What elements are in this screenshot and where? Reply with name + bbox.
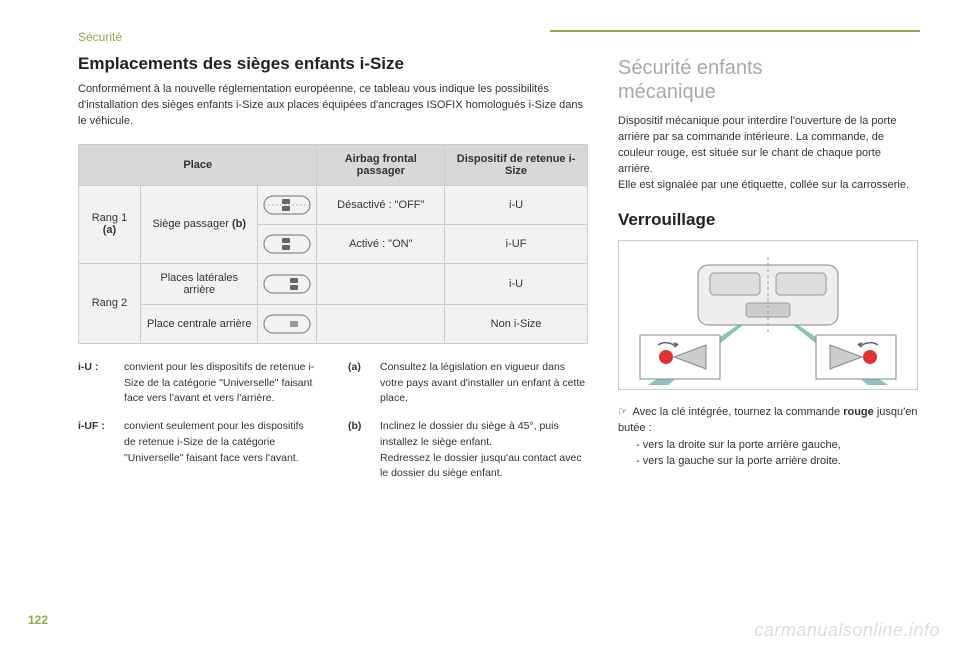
cell-empty xyxy=(317,263,445,304)
legend-key: (a) xyxy=(348,360,370,407)
legend-item-b: (b) Inclinez le dossier du siège à 45°, … xyxy=(348,419,588,482)
row1-col1-bold: (a) xyxy=(103,224,116,236)
car-seat-rear-sides-icon xyxy=(262,269,312,299)
right-column: Sécurité enfants mécanique Dispositif mé… xyxy=(618,54,918,494)
table-row: Rang 2 Places latérales arrière i-U xyxy=(79,263,588,304)
lock-instructions: ☞ Avec la clé intégrée, tournez la comma… xyxy=(618,404,918,470)
page-number: 122 xyxy=(28,613,48,627)
table-row: Place centrale arrière Non i-Size xyxy=(79,304,588,343)
table-row: Rang 1 (a) Siège passager (b) xyxy=(79,185,588,224)
car-seat-rear-center-icon xyxy=(262,309,312,339)
intro-text: Conformément à la nouvelle réglementatio… xyxy=(78,82,588,130)
cell-rang2: Rang 2 xyxy=(79,263,141,343)
row1-col2-bold: (b) xyxy=(232,218,246,230)
cell-siege-passager: Siège passager (b) xyxy=(140,185,258,263)
left-column: Emplacements des sièges enfants i-Size C… xyxy=(78,54,588,494)
cell-car-icon xyxy=(258,263,317,304)
instr-li2: vers la gauche sur la porte arrière droi… xyxy=(636,453,918,470)
pointer-icon: ☞ xyxy=(618,404,630,421)
legend-text: Consultez la législation en vigueur dans… xyxy=(380,360,588,407)
legend-key: i-UF : xyxy=(78,419,114,466)
row1-col2-prefix: Siège passager xyxy=(152,218,232,230)
cell-car-icon xyxy=(258,224,317,263)
instr-lead-bold: rouge xyxy=(843,406,874,418)
cell-device-iuf: i-UF xyxy=(445,224,588,263)
cell-car-icon xyxy=(258,185,317,224)
legend-item-a: (a) Consultez la législation en vigueur … xyxy=(348,360,588,407)
legend-key: i-U : xyxy=(78,360,114,407)
legend-text: Inclinez le dossier du siège à 45°, puis… xyxy=(380,419,588,482)
car-seat-front-icon xyxy=(262,190,312,220)
legend-key: (b) xyxy=(348,419,370,482)
isize-table: Place Airbag frontal passager Dispositif… xyxy=(78,144,588,344)
lock-diagram xyxy=(618,240,918,390)
watermark: carmanualsonline.info xyxy=(754,620,940,641)
row1-col1-prefix: Rang 1 xyxy=(92,212,127,224)
instr-li1: vers la droite sur la porte arrière gauc… xyxy=(636,437,918,454)
main-heading: Emplacements des sièges enfants i-Size xyxy=(78,54,588,74)
car-rear-lock-diagram-icon xyxy=(628,245,908,385)
cell-device-non-isize: Non i-Size xyxy=(445,304,588,343)
legend-text: convient seulement pour les dispositifs … xyxy=(124,419,318,466)
cell-empty xyxy=(317,304,445,343)
cell-airbag-off: Désactivé : "OFF" xyxy=(317,185,445,224)
cell-rang1: Rang 1 (a) xyxy=(79,185,141,263)
legend-col-right: (a) Consultez la législation en vigueur … xyxy=(348,360,588,494)
legend-item-iuf: i-UF : convient seulement pour les dispo… xyxy=(78,419,318,466)
cell-places-laterales: Places latérales arrière xyxy=(140,263,258,304)
legend-item-iu: i-U : convient pour les dispositifs de r… xyxy=(78,360,318,407)
th-airbag: Airbag frontal passager xyxy=(317,144,445,185)
side-body: Dispositif mécanique pour interdire l'ou… xyxy=(618,114,918,194)
legend: i-U : convient pour les dispositifs de r… xyxy=(78,360,588,494)
th-device: Dispositif de retenue i-Size xyxy=(445,144,588,185)
cell-car-icon xyxy=(258,304,317,343)
sub-heading: Verrouillage xyxy=(618,210,918,230)
cell-device-iu2: i-U xyxy=(445,263,588,304)
cell-airbag-on: Activé : "ON" xyxy=(317,224,445,263)
car-seat-front-icon xyxy=(262,229,312,259)
side-heading: Sécurité enfants mécanique xyxy=(618,56,918,104)
instr-lead-pre: Avec la clé intégrée, tournez la command… xyxy=(632,406,843,418)
section-label: Sécurité xyxy=(78,30,920,44)
content-columns: Emplacements des sièges enfants i-Size C… xyxy=(78,54,920,494)
th-place: Place xyxy=(79,144,317,185)
side-title-line1: Sécurité enfants xyxy=(618,57,763,79)
top-rule xyxy=(550,30,920,32)
legend-col-left: i-U : convient pour les dispositifs de r… xyxy=(78,360,318,494)
side-title-line2: mécanique xyxy=(618,81,716,103)
instr-list: vers la droite sur la porte arrière gauc… xyxy=(618,437,918,470)
cell-device-iu: i-U xyxy=(445,185,588,224)
cell-place-centrale: Place centrale arrière xyxy=(140,304,258,343)
legend-text: convient pour les dispositifs de retenue… xyxy=(124,360,318,407)
